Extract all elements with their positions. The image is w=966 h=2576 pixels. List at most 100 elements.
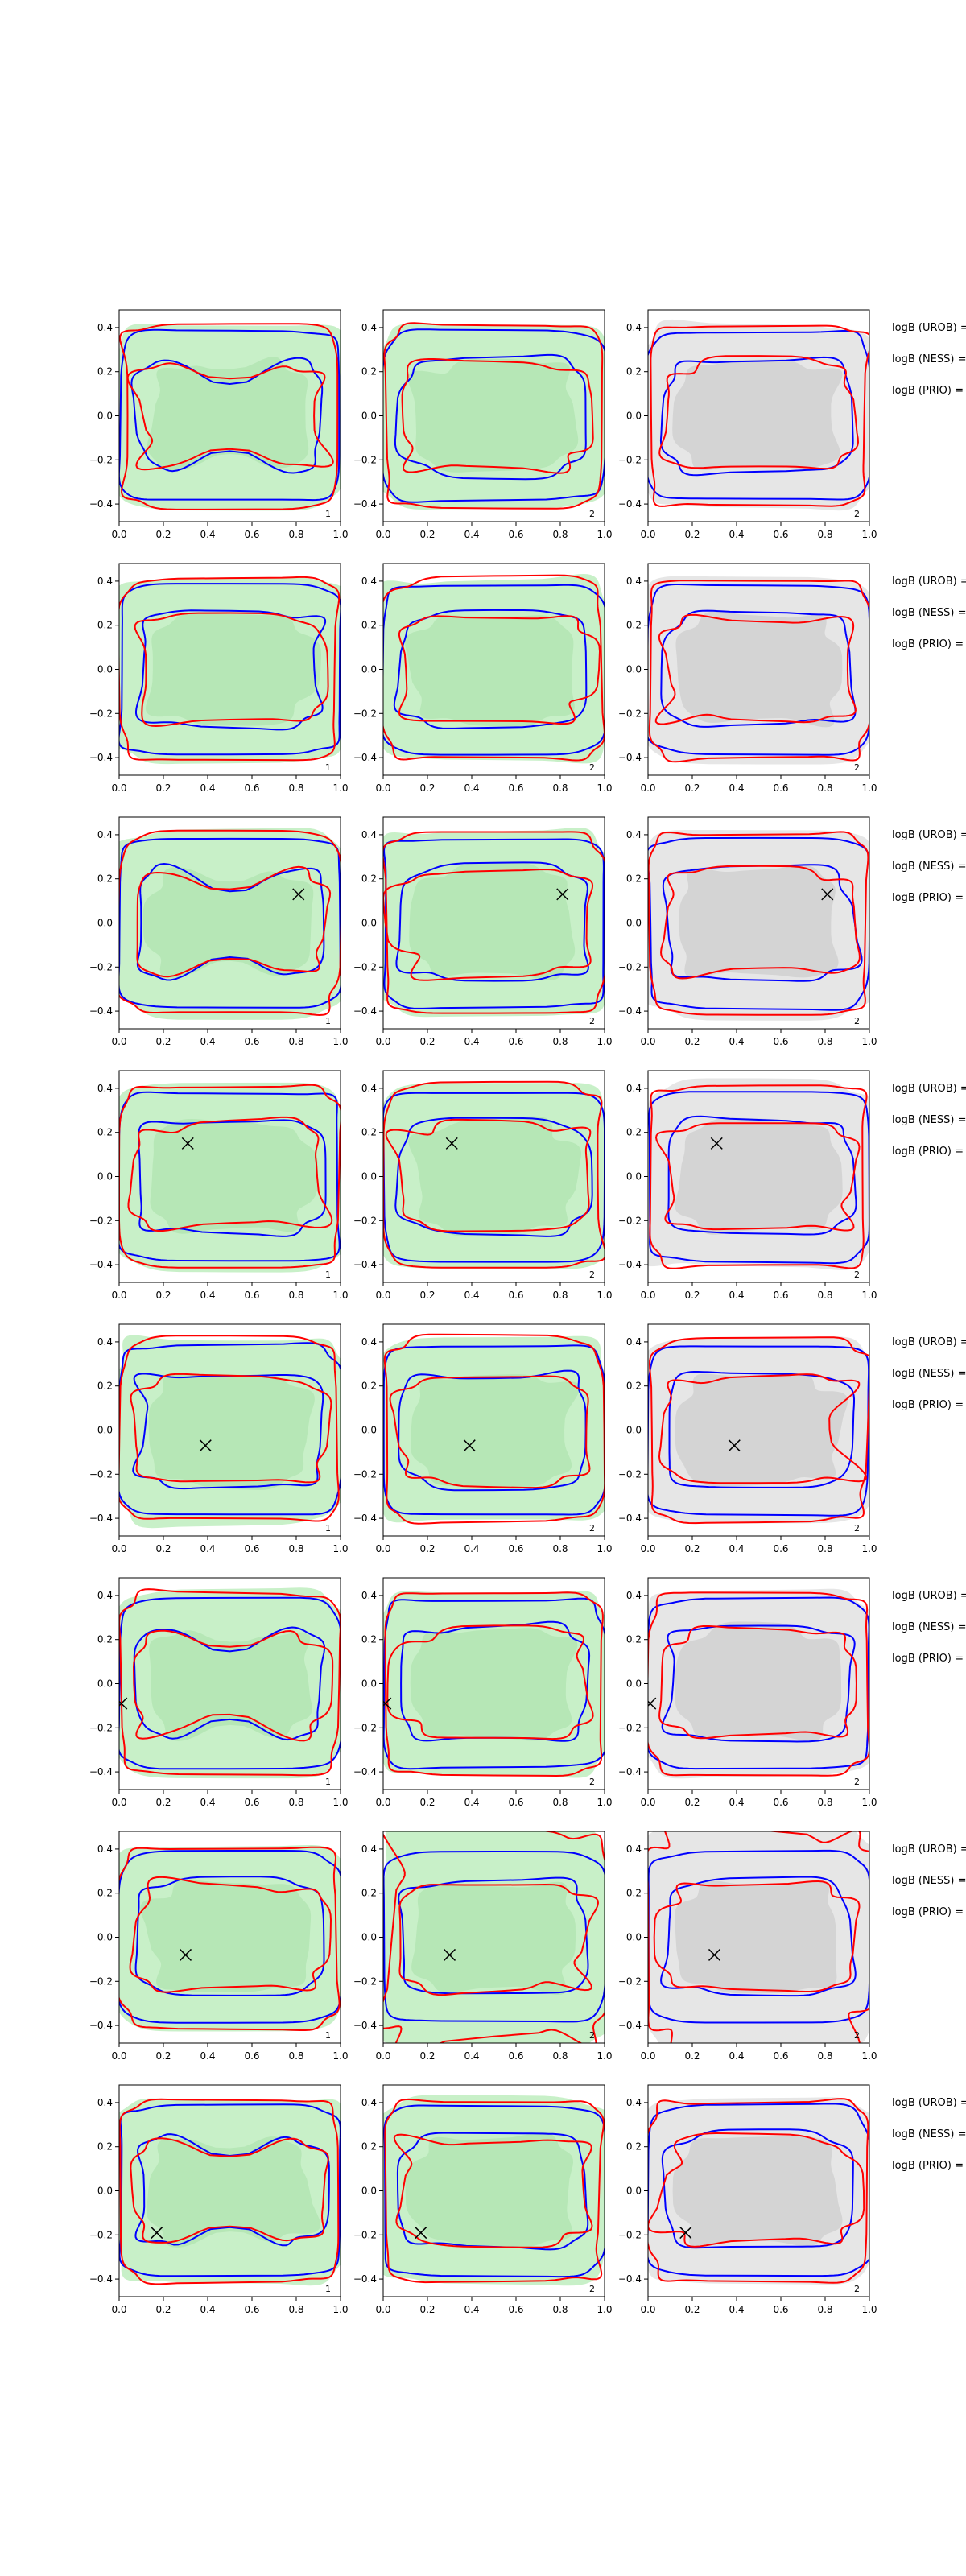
density-region-inner xyxy=(148,1373,315,1490)
y-tick-label: 0.2 xyxy=(97,620,113,631)
marker-x xyxy=(708,1948,721,1961)
y-tick-label: −0.2 xyxy=(353,1468,377,1480)
panel-corner-label: 1 xyxy=(325,1777,331,1787)
y-tick-label: 0.0 xyxy=(626,1678,642,1690)
y-tick-label: 0.4 xyxy=(361,1083,377,1094)
contour-blue-inner xyxy=(394,353,587,481)
legend-line: logB (PRIO) = xyxy=(892,892,964,904)
panel-r8-c2: 0.0 0.2 0.4 0.6 0.8 1.0 0.4 0.2 0.0 −0.2 −0.4 2 xyxy=(353,2084,613,2315)
x-tick-label: 0.0 xyxy=(375,1543,390,1554)
density-region-inner xyxy=(407,358,579,473)
x-tick-label: 0.4 xyxy=(464,529,479,540)
contour-red-inner xyxy=(126,362,334,471)
marker-x xyxy=(463,1439,476,1452)
contour-blue-inner xyxy=(661,2128,854,2249)
y-tick-label: −0.4 xyxy=(89,1513,113,1524)
legend-line: logB (UROB) = xyxy=(892,1083,966,1095)
panel-r4-c3: 0.0 0.2 0.4 0.6 0.8 1.0 0.4 0.2 0.0 −0.2 −0.4 2 xyxy=(618,1070,877,1301)
y-tick-label: −0.4 xyxy=(89,2273,113,2285)
panel-plot-area xyxy=(648,1336,869,1525)
contour-red-outer xyxy=(648,2098,869,2284)
y-tick-label: 0.4 xyxy=(361,576,377,587)
density-region-inner xyxy=(410,1628,578,1741)
x-tick-label: 1.0 xyxy=(597,782,612,794)
x-tick-label: 0.4 xyxy=(464,782,479,794)
x-tick-label: 0.2 xyxy=(155,782,171,794)
panel-corner-label: 2 xyxy=(589,762,595,773)
x-tick-label: 0.2 xyxy=(419,1290,435,1301)
x-tick-label: 0.8 xyxy=(817,782,832,794)
y-tick-label: −0.4 xyxy=(618,498,642,510)
contour-blue-inner xyxy=(134,1876,325,1996)
x-tick-label: 0.8 xyxy=(552,1036,568,1047)
density-region-inner xyxy=(146,2136,320,2248)
x-tick-label: 0.4 xyxy=(729,1290,744,1301)
x-tick-label: 0.6 xyxy=(244,1036,259,1047)
x-tick-label: 0.4 xyxy=(200,1290,215,1301)
y-tick-label: −0.2 xyxy=(353,708,377,719)
x-tick-label: 0.0 xyxy=(375,1036,390,1047)
x-tick-label: 0.4 xyxy=(200,1797,215,1808)
marker-x xyxy=(179,1948,192,1961)
x-tick-label: 1.0 xyxy=(861,1797,877,1808)
y-tick-label: −0.4 xyxy=(353,2020,377,2031)
panel-corner-label: 2 xyxy=(589,1269,595,1280)
x-tick-label: 0.6 xyxy=(773,2050,788,2062)
marker-x xyxy=(443,1948,456,1961)
contour-red-inner xyxy=(389,1375,591,1489)
y-tick-label: 0.4 xyxy=(626,1083,642,1094)
marker-x xyxy=(648,1697,657,1710)
x-tick-label: 0.0 xyxy=(375,2304,390,2315)
contour-blue-outer xyxy=(119,837,341,1009)
panel-plot-area xyxy=(383,2095,605,2286)
y-tick-label: 0.4 xyxy=(97,1843,113,1855)
x-tick-label: 0.4 xyxy=(464,1797,479,1808)
panel-plot-area xyxy=(383,1591,605,1778)
x-tick-label: 1.0 xyxy=(597,1036,612,1047)
panel-r7-c3: 0.0 0.2 0.4 0.6 0.8 1.0 0.4 0.2 0.0 −0.2 −0.4 2 xyxy=(618,1831,877,2062)
x-tick-label: 0.2 xyxy=(419,2050,435,2062)
contour-red-inner xyxy=(127,1116,333,1232)
marker-x xyxy=(821,888,834,901)
panel-corner-label: 1 xyxy=(325,2030,331,2041)
x-tick-label: 0.8 xyxy=(817,1290,832,1301)
contour-red-outer xyxy=(383,831,605,1014)
y-tick-label: −0.4 xyxy=(618,2020,642,2031)
marker-x xyxy=(292,888,305,901)
marker-x xyxy=(199,1439,212,1452)
x-tick-label: 0.2 xyxy=(155,2304,171,2315)
x-tick-label: 0.4 xyxy=(464,1543,479,1554)
y-tick-label: −0.4 xyxy=(353,752,377,763)
x-tick-label: 1.0 xyxy=(332,2304,348,2315)
panel-r6-c2: 0.0 0.2 0.4 0.6 0.8 1.0 0.4 0.2 0.0 −0.2 −0.4 2 xyxy=(353,1577,613,1808)
legend-line: logB (PRIO) = xyxy=(892,1399,964,1411)
density-region-inner xyxy=(140,1880,312,1992)
contour-red-outer xyxy=(383,322,604,510)
y-tick-label: 0.4 xyxy=(626,1843,642,1855)
x-tick-label: 0.8 xyxy=(552,1543,568,1554)
x-tick-label: 0.4 xyxy=(729,2304,744,2315)
legend-line: logB (NESS) = xyxy=(892,1875,966,1887)
legend-line: logB (NESS) = xyxy=(892,2128,966,2140)
legend-line: logB (PRIO) = xyxy=(892,385,964,397)
x-tick-label: 0.6 xyxy=(773,1290,788,1301)
x-tick-label: 0.0 xyxy=(375,782,390,794)
x-tick-label: 0.2 xyxy=(684,1290,700,1301)
y-tick-label: −0.4 xyxy=(89,2020,113,2031)
y-tick-label: −0.2 xyxy=(89,961,113,972)
contour-blue-inner xyxy=(394,1117,593,1237)
y-tick-label: 0.0 xyxy=(626,664,642,675)
y-tick-label: 0.0 xyxy=(626,1171,642,1183)
x-tick-label: 0.2 xyxy=(419,782,435,794)
panel-r6-c3: 0.0 0.2 0.4 0.6 0.8 1.0 0.4 0.2 0.0 −0.2 −0.4 2 xyxy=(618,1577,877,1808)
panel-plot-area xyxy=(648,1588,869,1779)
y-tick-label: 0.2 xyxy=(626,366,642,378)
marker-x xyxy=(181,1137,194,1150)
y-tick-label: 0.0 xyxy=(97,1932,113,1943)
x-tick-label: 0.6 xyxy=(508,1543,523,1554)
panel-r4-c2: 0.0 0.2 0.4 0.6 0.8 1.0 0.4 0.2 0.0 −0.2 −0.4 2 xyxy=(353,1070,613,1301)
y-tick-label: 0.4 xyxy=(361,829,377,840)
marker-stroke xyxy=(463,1439,476,1452)
contour-blue-outer xyxy=(119,328,341,502)
